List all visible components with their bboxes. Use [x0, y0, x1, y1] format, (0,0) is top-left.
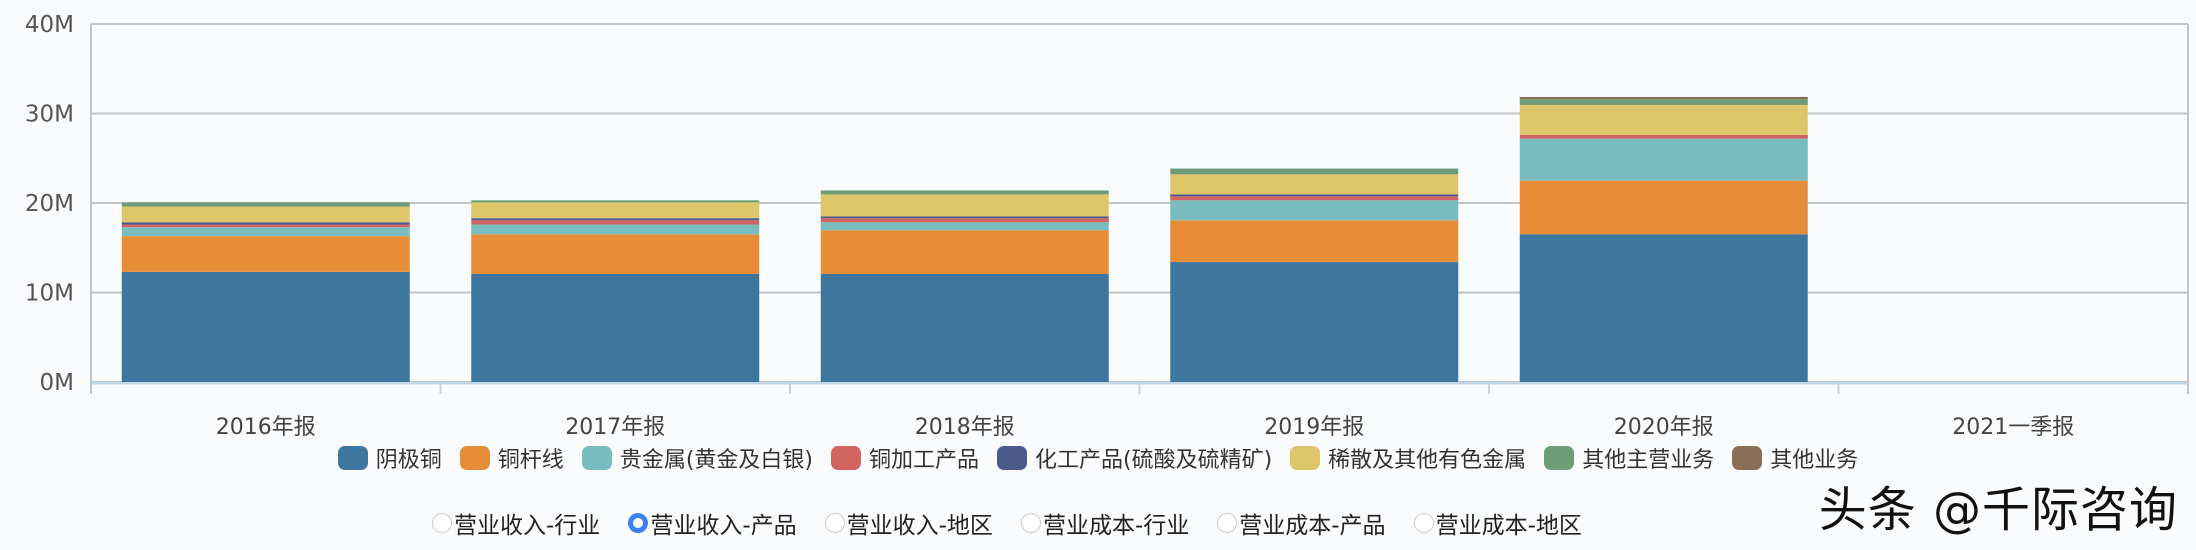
radio-option[interactable]: 营业成本-地区 — [1413, 506, 1582, 540]
radio-option[interactable]: 营业收入-产品 — [628, 506, 797, 540]
bar-segment — [1170, 174, 1459, 195]
chart-legend: 阴极铜 铜杆线 贵金属(黄金及白银) 铜加工产品 化工产品(硫酸及硫精矿) 稀散及其他有色… — [0, 442, 2196, 474]
bar-segment — [1170, 200, 1459, 221]
bar-segment — [121, 271, 410, 382]
radio-label: 营业收入-产品 — [650, 513, 797, 539]
legend-item[interactable]: 铜加工产品 — [830, 442, 979, 474]
radio-unchecked-icon[interactable] — [1413, 513, 1434, 533]
legend-swatch-icon — [1544, 446, 1575, 470]
x-tick-label: 2020年报 — [1614, 415, 1714, 440]
radio-label: 营业成本-地区 — [1435, 513, 1582, 539]
radio-option[interactable]: 营业收入-行业 — [432, 506, 600, 540]
legend-item[interactable]: 其他业务 — [1732, 442, 1858, 474]
radio-label: 营业成本-行业 — [1042, 513, 1190, 539]
legend-item[interactable]: 稀散及其他有色金属 — [1290, 442, 1526, 474]
bar-segment — [1519, 180, 1808, 235]
bar-segment — [471, 202, 760, 219]
legend-label: 贵金属(黄金及白银) — [619, 448, 813, 473]
bar-segment — [1519, 134, 1808, 139]
legend-swatch-icon — [337, 446, 368, 470]
bar-segment — [1170, 262, 1459, 382]
legend-label: 阴极铜 — [375, 448, 442, 473]
legend-item[interactable]: 阴极铜 — [337, 442, 442, 474]
legend-item[interactable]: 其他主营业务 — [1544, 442, 1714, 474]
bar-segment — [471, 218, 760, 221]
radio-unchecked-icon[interactable] — [1217, 513, 1238, 533]
bar-segment — [820, 230, 1109, 274]
radio-option[interactable]: 营业收入-地区 — [824, 506, 993, 540]
legend-swatch-icon — [1732, 446, 1763, 470]
bar-segment — [1170, 196, 1459, 201]
bar-segment — [820, 222, 1109, 231]
bar-segment — [471, 273, 760, 382]
bar-segment — [121, 202, 410, 207]
bar-segment — [121, 206, 410, 223]
bar-segment — [1170, 220, 1459, 263]
bar-segment — [1519, 234, 1808, 382]
radio-option[interactable]: 营业成本-行业 — [1020, 506, 1190, 540]
legend-label: 稀散及其他有色金属 — [1328, 448, 1527, 473]
bar-segment — [471, 234, 760, 274]
bar-segment — [471, 224, 760, 235]
bar-segment — [1519, 104, 1808, 135]
legend-item[interactable]: 铜杆线 — [459, 442, 564, 474]
bar-segment — [820, 216, 1109, 219]
x-tick-label: 2019年报 — [1264, 415, 1364, 440]
radio-label: 营业收入-行业 — [454, 513, 601, 539]
radio-option[interactable]: 营业成本-产品 — [1217, 506, 1386, 540]
y-tick-label: 10M — [25, 281, 74, 307]
legend-label: 铜加工产品 — [868, 448, 979, 473]
y-tick-label: 30M — [25, 102, 74, 128]
bar-segment — [820, 190, 1109, 195]
bar-segment — [1519, 96, 1808, 100]
y-tick-label: 0M — [40, 370, 74, 396]
radio-checked-icon[interactable] — [628, 513, 649, 533]
bar-segment — [471, 200, 760, 203]
bar-segment — [820, 273, 1109, 382]
legend-swatch-icon — [581, 446, 612, 470]
x-tick-label: 2016年报 — [216, 415, 316, 440]
legend-swatch-icon — [830, 446, 861, 470]
bar-segment — [471, 220, 760, 225]
x-tick-label: 2017年报 — [565, 415, 665, 440]
x-tick-label: 2021一季报 — [1952, 415, 2074, 440]
data-view-radio-group: 营业收入-行业 营业收入-产品 营业收入-地区 营业成本-行业 营业成本-产品 营业成本-… — [432, 506, 1582, 540]
legend-label: 其他业务 — [1770, 448, 1859, 473]
watermark: 头条 @千际咨询 — [1818, 482, 2178, 538]
bar-segment — [121, 227, 410, 237]
y-tick-label: 40M — [25, 12, 74, 38]
bar-segment — [1519, 99, 1808, 105]
legend-item[interactable]: 化工产品(硫酸及硫精矿) — [997, 442, 1272, 474]
bar-segment — [1519, 138, 1808, 181]
legend-swatch-icon — [1290, 446, 1321, 470]
legend-swatch-icon — [459, 446, 490, 470]
radio-unchecked-icon[interactable] — [1020, 513, 1041, 533]
radio-label: 营业成本-产品 — [1239, 513, 1386, 539]
legend-label: 铜杆线 — [497, 448, 564, 473]
bar-segment — [1170, 194, 1459, 197]
radio-unchecked-icon[interactable] — [824, 513, 845, 533]
radio-label: 营业收入-地区 — [846, 513, 993, 539]
bar-segment — [820, 194, 1109, 217]
bar-segment — [820, 218, 1109, 223]
x-tick-label: 2018年报 — [915, 415, 1015, 440]
radio-unchecked-icon[interactable] — [432, 513, 452, 533]
legend-swatch-icon — [997, 446, 1027, 470]
bar-segment — [121, 236, 410, 272]
bar-segment — [121, 222, 410, 225]
y-tick-label: 20M — [25, 191, 74, 217]
legend-label: 其他主营业务 — [1582, 448, 1715, 473]
legend-label: 化工产品(硫酸及硫精矿) — [1035, 448, 1273, 473]
bar-segment — [1170, 168, 1459, 175]
legend-item[interactable]: 贵金属(黄金及白银) — [581, 442, 813, 474]
bar-segment — [121, 224, 410, 228]
stacked-bar-chart: 0M 10M 20M 30M 40M 2016年报 2017年报 2018年报 2019年报 20… — [25, 12, 2189, 440]
